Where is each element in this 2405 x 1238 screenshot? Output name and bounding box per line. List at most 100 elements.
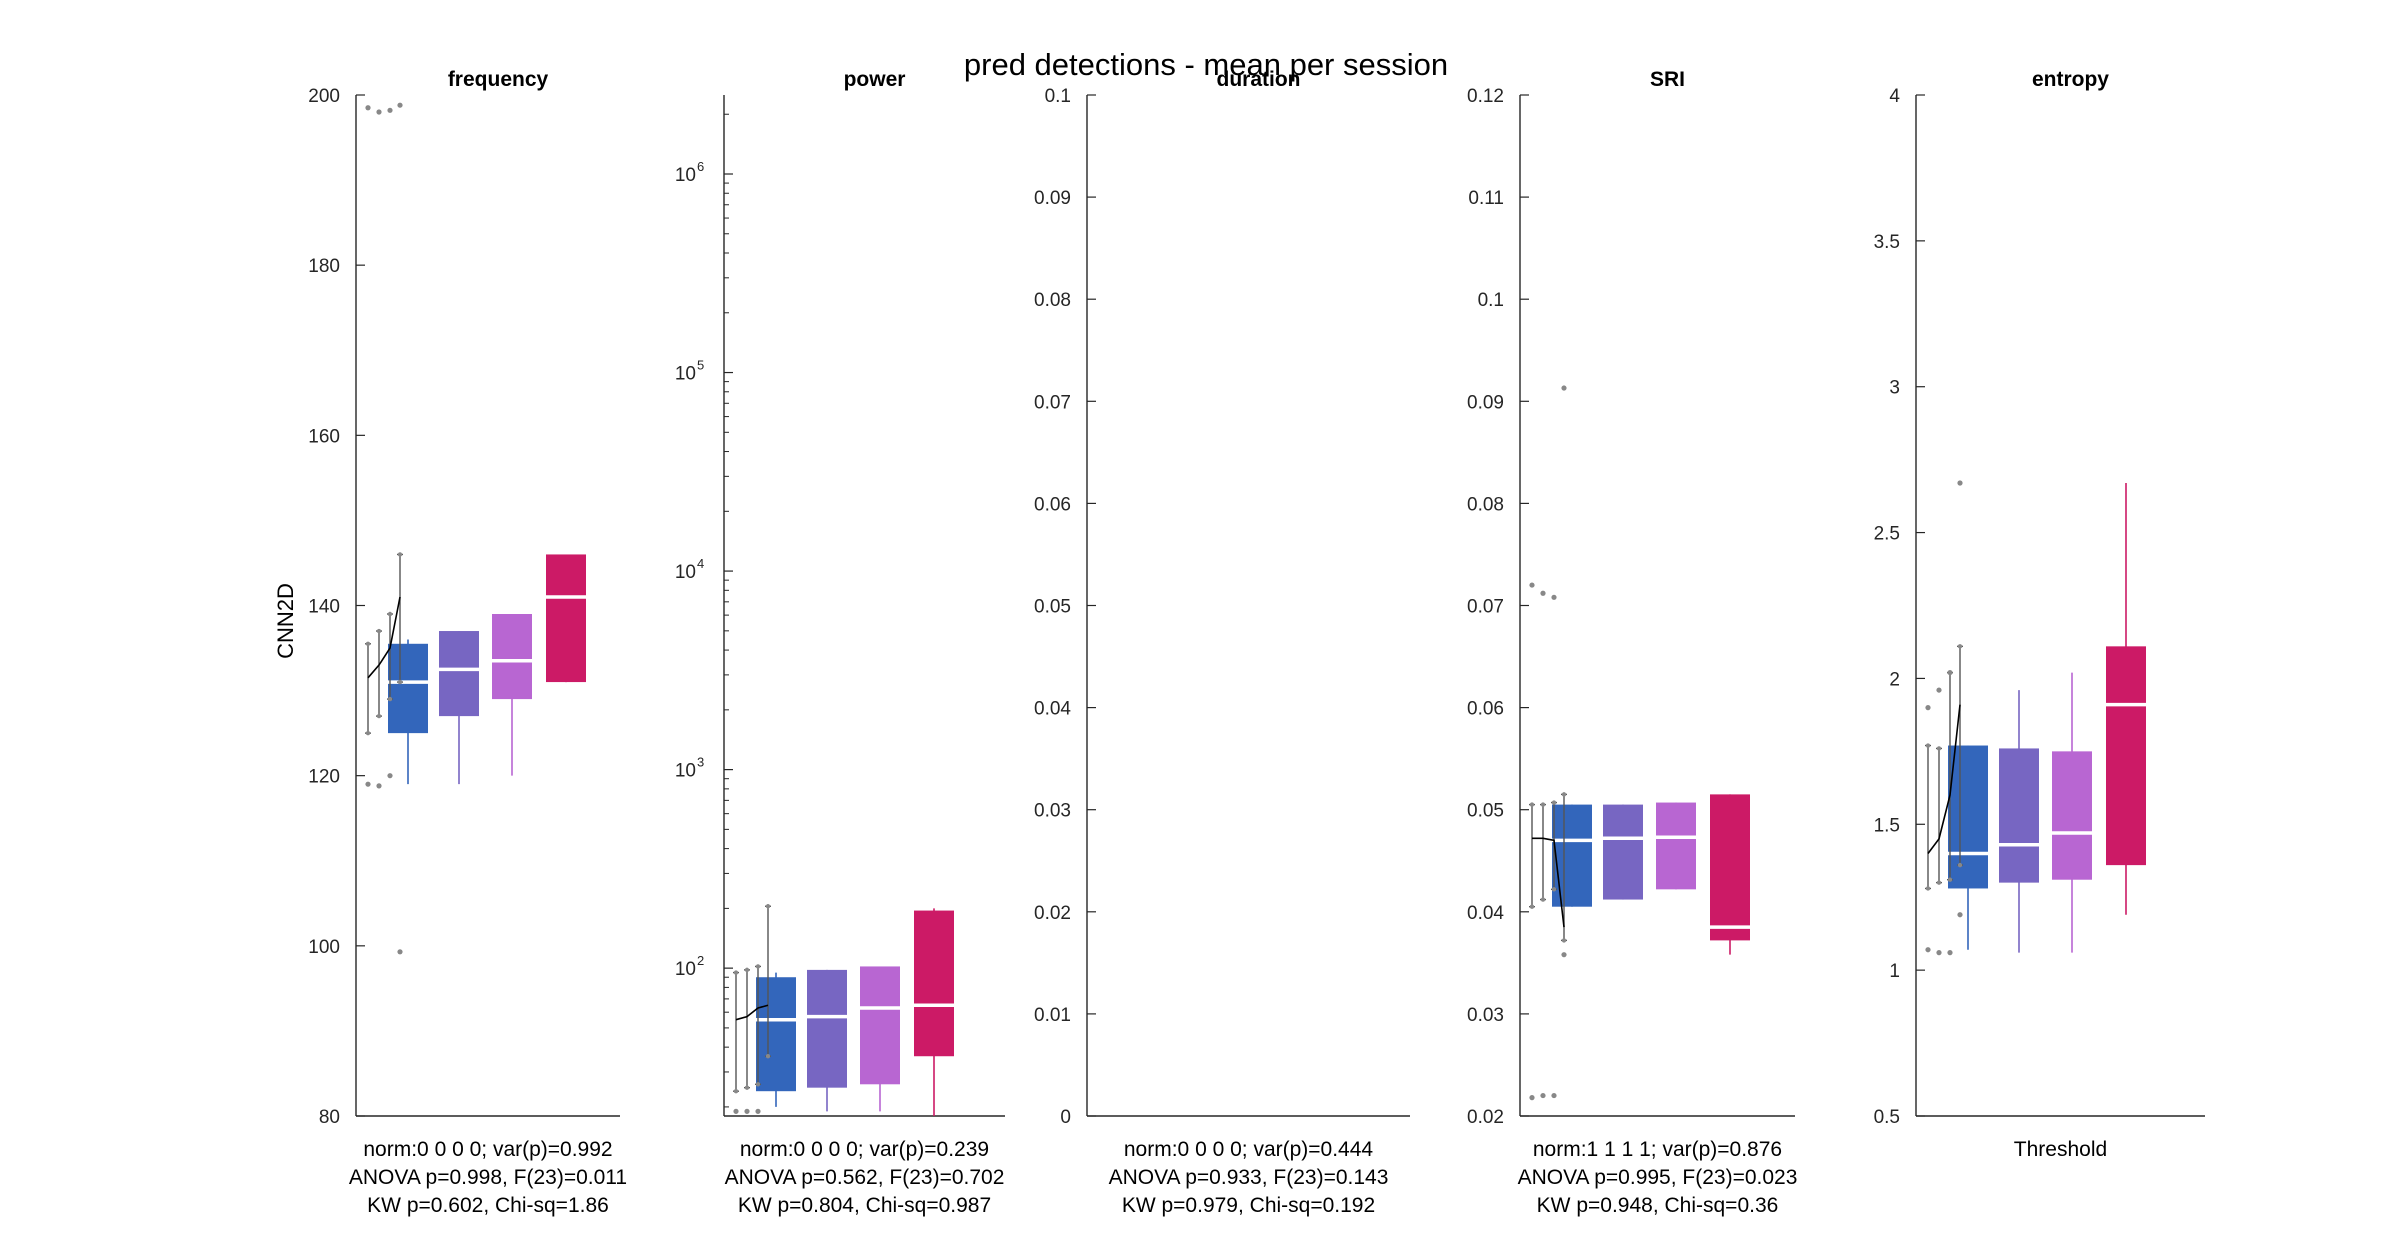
y-axis-label: CNN2D: [273, 583, 298, 659]
y-tick-label: 10: [675, 959, 696, 980]
outlier-dot: [1551, 594, 1557, 600]
errorbar-dot: [765, 904, 771, 909]
y-tick-label: 0.05: [1034, 597, 1071, 618]
y-tick-label: 0: [1060, 1107, 1071, 1128]
y-tick-label: 0.04: [1034, 699, 1071, 720]
panel-title: entropy: [2032, 68, 2109, 91]
stat-annotation: norm:0 0 0 0; var(p)=0.239: [740, 1138, 989, 1161]
errorbar-dot: [1936, 746, 1942, 751]
errorbar-dot: [755, 1082, 761, 1087]
y-tick-label: 2: [1889, 669, 1900, 690]
y-tick-label: 0.08: [1467, 494, 1504, 515]
errorbar-dot: [755, 964, 761, 969]
trend-line: [1532, 837, 1565, 928]
y-tick-label: 140: [308, 597, 340, 618]
outlier-dot: [744, 1108, 750, 1114]
errorbar-dot: [1540, 802, 1546, 807]
y-tick-label: 2.5: [1874, 524, 1900, 545]
outlier-dot: [1936, 950, 1942, 956]
y-tick-label: 10: [675, 165, 696, 186]
y-tick-label: 100: [308, 937, 340, 958]
errorbar-dot: [365, 730, 371, 736]
errorbar-dot: [1529, 802, 1535, 807]
y-tick-label: 3: [1889, 378, 1900, 399]
box-group-1: [1948, 745, 1988, 889]
y-tick-label: 0.05: [1467, 801, 1504, 822]
y-tick-label: 0.07: [1034, 392, 1071, 413]
box-group-2: [1603, 804, 1643, 900]
y-tick-exponent: 6: [697, 159, 704, 174]
errorbar-dot: [1551, 887, 1557, 892]
y-tick-label: 0.11: [1468, 188, 1504, 209]
outlier-dot: [1551, 1092, 1557, 1099]
stat-annotation: KW p=0.804, Chi-sq=0.987: [738, 1194, 991, 1217]
y-tick-label: 10: [675, 562, 696, 583]
outlier-dot: [1936, 687, 1942, 693]
outlier-dot: [1529, 1095, 1535, 1101]
outlier-dot: [1957, 912, 1963, 918]
box-group-4: [914, 910, 954, 1057]
panel-title: frequency: [448, 68, 549, 91]
stat-annotation: norm:1 1 1 1; var(p)=0.876: [1533, 1138, 1782, 1161]
outlier-dot: [1925, 705, 1931, 711]
y-tick-label: 1.5: [1874, 815, 1900, 836]
outlier-dot: [397, 102, 403, 108]
trend-line: [735, 1004, 769, 1021]
outlier-dot: [1561, 385, 1567, 391]
errorbar-dot: [397, 552, 403, 557]
errorbar-dot: [765, 1054, 771, 1059]
panel-title: SRI: [1650, 68, 1685, 91]
y-tick-label: 0.09: [1467, 392, 1504, 413]
y-tick-label: 160: [308, 426, 340, 447]
y-tick-label: 80: [319, 1107, 340, 1128]
panel-entropy: 0.5 1 1.5 2 2.5 3 3.5 4 entropy Threshold: [1874, 68, 2205, 1161]
box-group-4: [1710, 794, 1750, 941]
box-group-4: [546, 554, 586, 683]
trend-line: [367, 596, 401, 679]
box-group-1: [388, 643, 428, 734]
errorbar-dot: [387, 696, 393, 702]
y-tick-label: 4: [1889, 86, 1900, 107]
y-tick-label: 0.04: [1467, 903, 1504, 924]
stat-annotation: KW p=0.602, Chi-sq=1.86: [367, 1194, 609, 1217]
stat-annotation: ANOVA p=0.995, F(23)=0.023: [1518, 1166, 1798, 1189]
y-tick-label: 0.1: [1045, 86, 1071, 107]
outlier-dot: [1529, 582, 1535, 588]
stat-annotation: ANOVA p=0.562, F(23)=0.702: [725, 1166, 1005, 1189]
errorbar-dot: [744, 1085, 750, 1090]
errorbar-dot: [1947, 877, 1953, 882]
errorbar-dot: [733, 970, 739, 975]
y-tick-label: 3.5: [1874, 232, 1900, 253]
panel-SRI: 0.02 0.03 0.04 0.05 0.06 0.07 0.08 0.09 0.1 0.11 0…: [1467, 68, 1797, 1217]
outlier-dot: [387, 773, 393, 779]
y-tick-label: 0.02: [1467, 1107, 1504, 1128]
outlier-dot: [1957, 480, 1963, 486]
outlier-dot: [733, 1108, 739, 1114]
y-tick-exponent: 4: [697, 556, 704, 571]
errorbar-dot: [1561, 792, 1567, 797]
panel-title: power: [844, 68, 906, 91]
box-group-4: [2106, 646, 2146, 866]
outlier-dot: [1925, 947, 1931, 953]
y-tick-label: 0.12: [1467, 86, 1504, 107]
trend-line: [1927, 704, 1961, 854]
errorbar-dot: [376, 713, 382, 719]
stat-annotation: KW p=0.979, Chi-sq=0.192: [1122, 1194, 1375, 1217]
y-tick-label: 0.09: [1034, 188, 1071, 209]
y-tick-label: 0.03: [1034, 801, 1071, 822]
y-tick-label: 180: [308, 256, 340, 277]
y-tick-label: 0.02: [1034, 903, 1071, 924]
outlier-dot: [1540, 1092, 1546, 1099]
y-tick-exponent: 5: [697, 358, 704, 373]
errorbar-dot: [733, 1088, 739, 1094]
y-tick-label: 0.1: [1478, 290, 1504, 311]
box-group-2: [439, 631, 479, 717]
panel-frequency: 80 100 120 140 160 180 200 frequency norm:0 0 0 …: [308, 68, 627, 1217]
y-tick-exponent: 2: [697, 953, 704, 968]
stat-annotation: ANOVA p=0.933, F(23)=0.143: [1109, 1166, 1389, 1189]
outlier-dot: [365, 781, 371, 787]
errorbar-dot: [365, 641, 371, 646]
outlier-dot: [376, 109, 382, 115]
